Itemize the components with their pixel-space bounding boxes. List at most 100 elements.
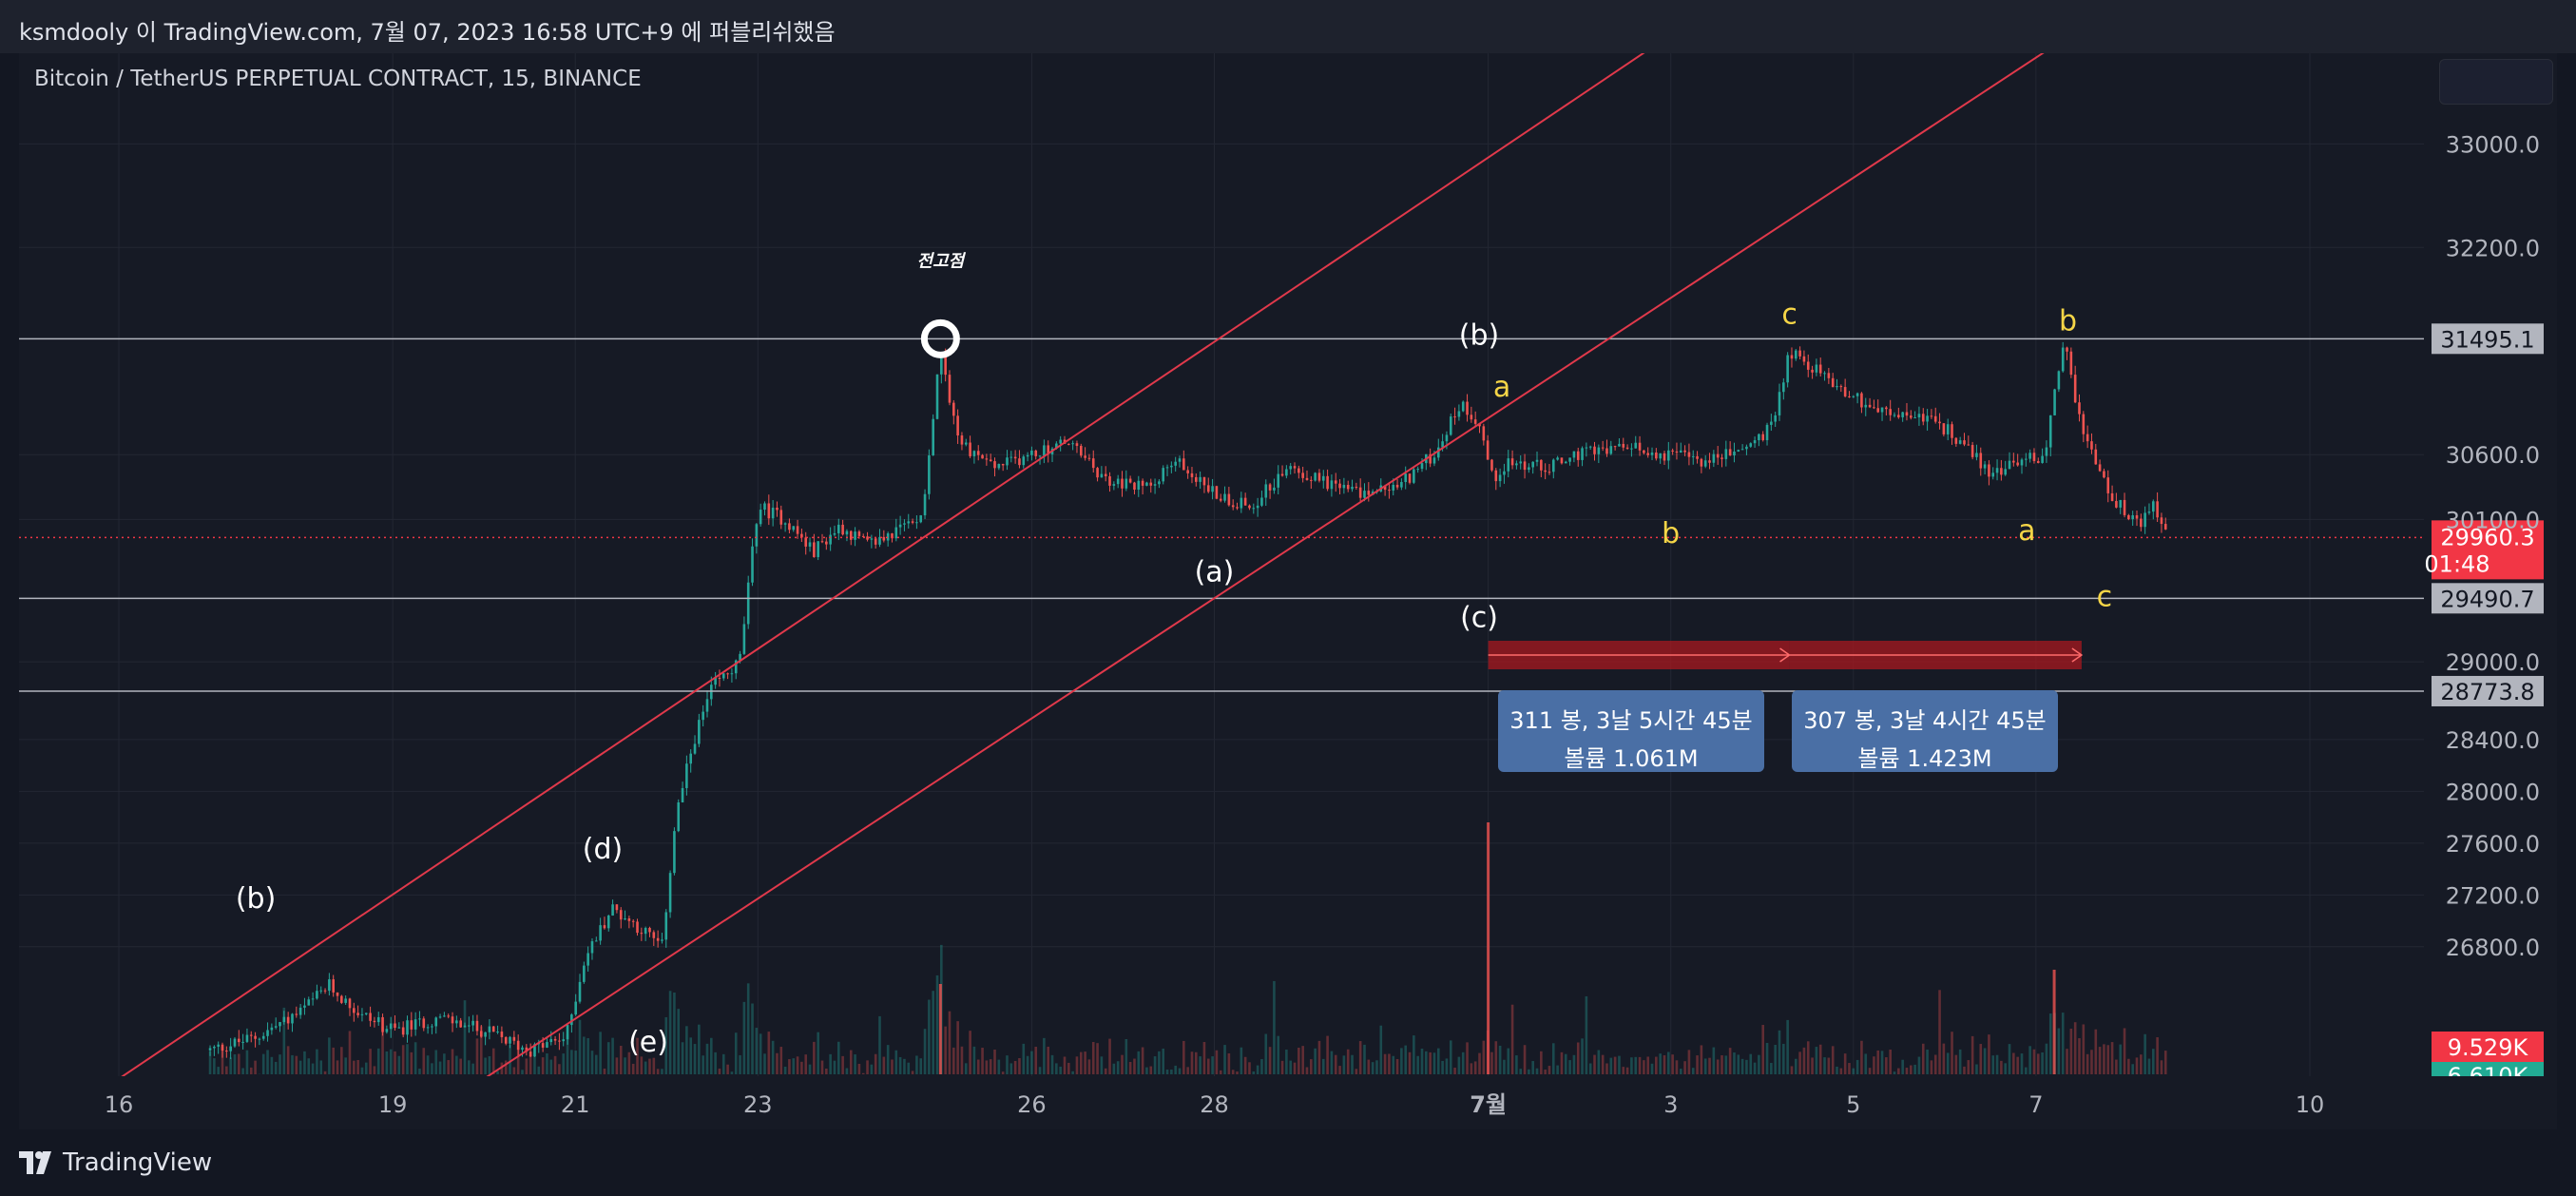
volume-bar: [776, 1052, 779, 1074]
candle-body: [1963, 440, 1966, 445]
volume-bar: [631, 1063, 635, 1074]
volume-bar: [249, 1067, 253, 1074]
volume-bar: [1942, 1043, 1946, 1074]
volume-bar: [923, 1029, 927, 1074]
candle-body: [1158, 481, 1161, 485]
volume-bar: [1893, 1071, 1896, 1074]
candle-body: [1975, 453, 1978, 457]
candle-body: [1765, 424, 1769, 441]
candle-body: [1983, 464, 1987, 469]
volume-bar: [1240, 1047, 1243, 1074]
candle-body: [1613, 446, 1617, 448]
volume-bar: [2057, 1028, 2061, 1074]
candle-body: [1388, 490, 1391, 492]
channel-line: [121, 53, 1645, 1076]
candle-body: [1145, 482, 1148, 486]
candle-body: [213, 1046, 216, 1049]
candle-body: [854, 531, 856, 540]
candle-body: [1687, 452, 1691, 457]
volume-bar: [340, 1047, 343, 1074]
volume-bar: [2123, 1028, 2126, 1074]
wave-label: (e): [628, 1026, 668, 1059]
volume-bar: [546, 1053, 548, 1074]
volume-bar: [788, 1059, 791, 1074]
volume-bar: [969, 1031, 971, 1074]
candle-body: [1655, 453, 1658, 459]
volume-bar: [1618, 1055, 1621, 1074]
chart-menu-box[interactable]: [2439, 59, 2553, 105]
candle-body: [1268, 484, 1272, 491]
volume-bar: [1141, 1047, 1144, 1074]
volume-bar: [1022, 1043, 1026, 1074]
candle-body: [2020, 459, 2024, 466]
candle-body: [1572, 451, 1576, 458]
candle-body: [279, 1022, 281, 1027]
volume-bar: [2151, 1049, 2155, 1074]
volume-bar: [1885, 1057, 1888, 1074]
candle-body: [960, 435, 964, 445]
volume-bar: [1358, 1041, 1362, 1074]
volume-bar: [1889, 1049, 1892, 1074]
volume-bar: [1712, 1047, 1716, 1074]
volume-bar: [948, 1011, 952, 1074]
volume-bar: [664, 1016, 668, 1074]
volume-bar: [928, 999, 931, 1074]
volume-bar: [1038, 1067, 1042, 1074]
volume-bar: [1839, 1068, 1843, 1074]
volume-bar: [1260, 1059, 1263, 1074]
tradingview-logo-icon[interactable]: [19, 1151, 57, 1174]
volume-bar: [1314, 1048, 1317, 1074]
candle-body: [1104, 473, 1107, 477]
candle-body: [1420, 463, 1424, 470]
volume-bar: [1913, 1064, 1916, 1074]
candle-body: [356, 1013, 359, 1015]
volume-bar: [1531, 1061, 1534, 1074]
candle-body: [1581, 448, 1584, 460]
volume-bar: [332, 1047, 335, 1074]
candle-body: [746, 582, 750, 625]
candle-body: [1334, 480, 1337, 484]
volume-bar: [1868, 1068, 1872, 1074]
volume-bar: [2036, 1053, 2040, 1074]
volume-bar: [1413, 1035, 1415, 1074]
candle-body: [1868, 404, 1872, 408]
volume-bar: [2147, 1058, 2151, 1074]
volume-bar: [1740, 1058, 1744, 1074]
chart-panel[interactable]: [19, 53, 2557, 1129]
volume-bar: [1860, 1040, 1863, 1074]
volume-bar: [1848, 1063, 1851, 1074]
volume-bar: [1079, 1051, 1083, 1074]
candle-body: [463, 1025, 467, 1028]
volume-bar: [1551, 1043, 1555, 1074]
volume-bar: [1753, 1062, 1757, 1074]
volume-bar: [2090, 1050, 2093, 1074]
candle-body: [1683, 450, 1686, 453]
candle-body: [491, 1026, 495, 1032]
volume-bar: [985, 1060, 989, 1074]
candle-body: [1240, 497, 1243, 509]
volume-bar: [389, 1049, 393, 1074]
volume-bar: [1252, 1071, 1256, 1074]
candle-body: [2057, 371, 2061, 390]
candle-body: [2098, 464, 2102, 472]
y-tick-label: 30600.0: [2446, 442, 2540, 469]
volume-bar: [270, 1056, 274, 1074]
candle-body: [656, 937, 660, 941]
candle-body: [1753, 440, 1757, 444]
volume-bar: [1416, 1055, 1419, 1074]
volume-bar: [1523, 1045, 1527, 1074]
candle-body: [2143, 512, 2146, 528]
candle-body: [836, 524, 840, 533]
candle-body: [1494, 470, 1498, 482]
volume-bar: [730, 1071, 734, 1074]
volume-bar: [685, 1026, 688, 1074]
tradingview-brand[interactable]: TradingView: [63, 1148, 213, 1177]
candle-body: [2025, 458, 2028, 460]
candle-body: [291, 1013, 294, 1024]
volume-bar: [648, 1058, 651, 1074]
volume-bar: [808, 1064, 812, 1074]
candle-body: [1848, 395, 1851, 397]
candle-body: [2028, 453, 2031, 459]
volume-bar: [1321, 1058, 1325, 1074]
